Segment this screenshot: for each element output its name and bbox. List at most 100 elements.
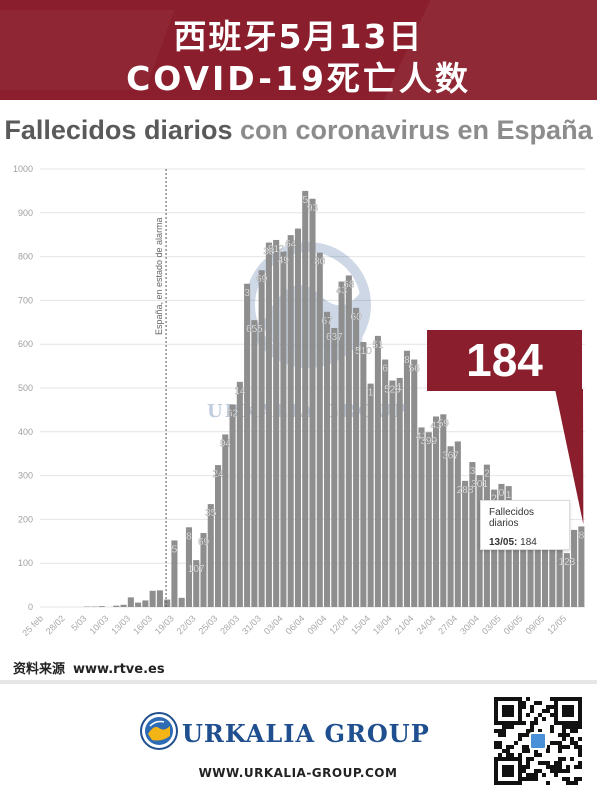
website-url[interactable]: WWW.URKALIA-GROUP.COM	[198, 766, 398, 780]
data-label: 60	[351, 312, 363, 323]
bar[interactable]	[367, 383, 374, 607]
bar[interactable]	[433, 416, 440, 607]
data-label: 2	[491, 494, 497, 505]
bar[interactable]	[156, 590, 163, 607]
bar[interactable]	[280, 251, 287, 607]
bar[interactable]	[287, 235, 294, 607]
bar[interactable]	[462, 480, 469, 607]
chart-title: Fallecidos diarios con coronavirus en Es…	[0, 115, 597, 146]
data-label: 510	[355, 346, 372, 357]
bar[interactable]	[454, 441, 461, 607]
data-label: 399	[420, 436, 437, 447]
data-label: 2	[484, 469, 490, 480]
y-tick-label: 100	[18, 558, 33, 568]
bar[interactable]	[120, 604, 127, 607]
data-label: 1	[397, 382, 403, 393]
bar[interactable]	[396, 377, 403, 607]
data-label: 62	[227, 409, 239, 420]
bar[interactable]	[447, 446, 454, 607]
data-label: 93	[307, 203, 319, 214]
bar[interactable]	[542, 528, 549, 607]
tooltip-title: Fallecidos diarios	[489, 507, 535, 529]
bar[interactable]	[178, 597, 185, 607]
bar[interactable]	[149, 590, 156, 607]
bar[interactable]	[222, 434, 229, 607]
x-tick-label: 09/05	[523, 613, 546, 636]
x-tick-label: 27/04	[436, 613, 459, 636]
x-tick-label: 12/04	[327, 613, 350, 636]
data-label: 812	[268, 244, 285, 255]
source-credit: 资料来源 www.rtve.es	[13, 658, 165, 677]
bar[interactable]	[98, 606, 105, 607]
bar[interactable]	[273, 239, 280, 607]
bar[interactable]	[207, 504, 214, 607]
bar[interactable]	[302, 190, 309, 607]
bar[interactable]	[229, 404, 236, 607]
bar[interactable]	[338, 281, 345, 607]
bar[interactable]	[113, 605, 120, 607]
data-label: 38	[263, 247, 275, 258]
bar[interactable]	[215, 465, 222, 607]
x-tick-label: 21/04	[393, 613, 416, 636]
y-tick-label: 1000	[13, 164, 33, 174]
bar[interactable]	[244, 283, 251, 607]
data-label: 5	[172, 544, 178, 555]
source-url[interactable]: www.rtve.es	[73, 662, 165, 677]
alarm-line-label: España, en estado de alarma	[154, 217, 164, 335]
bar[interactable]	[331, 327, 338, 607]
bar[interactable]	[571, 529, 578, 607]
x-tick-label: 30/04	[458, 613, 481, 636]
data-label: 6	[382, 364, 388, 375]
bar[interactable]	[200, 532, 207, 607]
bar[interactable]	[345, 275, 352, 607]
bar[interactable]	[403, 350, 410, 607]
bar[interactable]	[251, 320, 258, 607]
bar[interactable]	[135, 602, 142, 607]
bar[interactable]	[382, 359, 389, 607]
chart-tooltip: Fallecidos diarios 13/05: 184	[480, 500, 570, 550]
bar[interactable]	[374, 335, 381, 607]
bar[interactable]	[127, 597, 134, 607]
bar[interactable]	[164, 599, 171, 607]
bar[interactable]	[309, 198, 316, 607]
data-label: 655	[246, 324, 263, 335]
bar[interactable]	[556, 544, 563, 607]
bar[interactable]	[527, 535, 534, 607]
data-label: 14	[234, 386, 246, 397]
bar[interactable]	[193, 560, 200, 607]
bar[interactable]	[425, 432, 432, 607]
bar[interactable]	[265, 242, 272, 608]
data-label: 3	[244, 288, 250, 299]
x-tick-label: 28/03	[218, 613, 241, 636]
bar[interactable]	[534, 525, 541, 607]
bar[interactable]	[520, 501, 527, 607]
bar[interactable]	[324, 311, 331, 607]
data-label: 59	[438, 418, 450, 429]
bar[interactable]	[258, 270, 265, 607]
bar[interactable]	[469, 462, 476, 607]
bar[interactable]	[389, 380, 396, 607]
bar[interactable]	[549, 506, 556, 607]
bar[interactable]	[411, 359, 418, 607]
bar[interactable]	[418, 427, 425, 607]
y-tick-label: 600	[18, 339, 33, 349]
bar[interactable]	[316, 252, 323, 607]
bar[interactable]	[512, 513, 519, 607]
bar[interactable]	[236, 381, 243, 607]
bar[interactable]	[171, 540, 178, 607]
x-tick-label: 28/02	[44, 613, 67, 636]
bar[interactable]	[294, 228, 301, 607]
bar[interactable]	[440, 414, 447, 607]
bar[interactable]	[185, 527, 192, 607]
bar[interactable]	[142, 600, 149, 607]
bar[interactable]	[353, 307, 360, 607]
bar[interactable]	[578, 526, 585, 607]
bar[interactable]	[476, 475, 483, 607]
bar[interactable]	[563, 553, 570, 607]
bar[interactable]	[360, 342, 367, 607]
qr-code-icon[interactable]	[494, 697, 582, 785]
data-label: 1	[368, 388, 374, 399]
x-tick-label: 18/04	[371, 613, 394, 636]
data-label: 51	[372, 340, 384, 351]
